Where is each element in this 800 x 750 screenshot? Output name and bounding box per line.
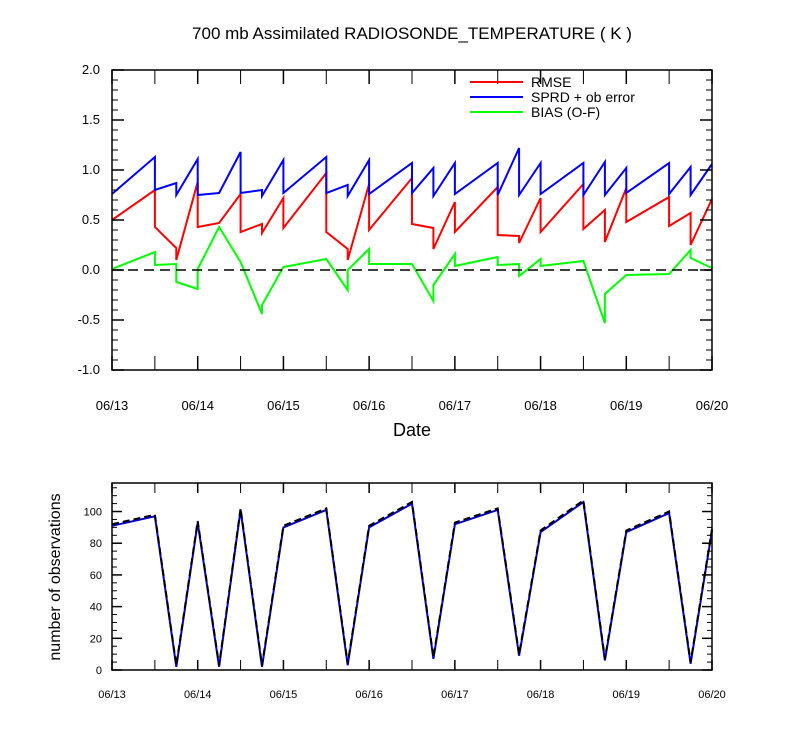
y-tick-label: 1.5 xyxy=(82,112,100,127)
series-line-bias-o-f xyxy=(111,224,713,324)
y-tick-label: 20 xyxy=(90,633,102,645)
x-tick-label: 06/19 xyxy=(613,689,641,701)
x-tick-label: 06/20 xyxy=(696,398,729,413)
x-tick-label: 06/14 xyxy=(184,689,212,701)
bottom-plot-frame xyxy=(111,482,713,671)
x-tick-label: 06/18 xyxy=(524,398,557,413)
x-tick-label: 06/17 xyxy=(441,689,469,701)
y-tick-label: 80 xyxy=(90,538,102,550)
y-tick-label: 40 xyxy=(90,602,102,614)
y-tick-label: -1.0 xyxy=(78,362,100,377)
y-tick-label: 0.0 xyxy=(82,262,100,277)
y-tick-label: 0.5 xyxy=(82,212,100,227)
x-tick-label: 06/15 xyxy=(267,398,300,413)
series-line-number-of-observations-blue xyxy=(111,500,713,667)
x-tick-label: 06/13 xyxy=(98,689,126,701)
top-plot-frame xyxy=(111,69,713,371)
x-tick-label: 06/13 xyxy=(96,398,129,413)
x-tick-label: 06/16 xyxy=(355,689,383,701)
top-chart: 06/13 06/14 06/15 06/16 06/17 06/18 06/19 06/20… xyxy=(78,62,729,413)
x-tick-label: 06/17 xyxy=(439,398,472,413)
series-line-number-of-observations-black-dashed xyxy=(111,498,713,666)
y-tick-label: -0.5 xyxy=(78,312,100,327)
y-tick-label: 0 xyxy=(96,665,102,677)
top-series-group xyxy=(111,147,713,324)
bottom-y-axis-label: number of observations xyxy=(47,493,64,660)
x-tick-label: 06/20 xyxy=(698,689,726,701)
series-line-rmse xyxy=(111,170,713,261)
legend-label: BIAS (O-F) xyxy=(531,104,600,120)
y-tick-label: 2.0 xyxy=(82,62,100,77)
x-tick-label: 06/15 xyxy=(270,689,298,701)
top-x-axis-label: Date xyxy=(393,420,431,440)
x-tick-label: 06/18 xyxy=(527,689,555,701)
chart-title: 700 mb Assimilated RADIOSONDE_TEMPERATUR… xyxy=(192,24,632,43)
bottom-chart: 06/13 06/14 06/15 06/16 06/17 06/18 06/19 06/20… xyxy=(84,482,726,701)
y-tick-label: 60 xyxy=(90,570,102,582)
x-tick-label: 06/19 xyxy=(610,398,643,413)
x-tick-label: 06/14 xyxy=(181,398,214,413)
top-axis-ticks: 06/13 06/14 06/15 06/16 06/17 06/18 06/19 06/20… xyxy=(78,62,729,413)
series-line-sprd-ob-error xyxy=(111,147,713,200)
legend-label: RMSE xyxy=(531,74,571,90)
bottom-series-group xyxy=(111,498,713,667)
y-tick-label: 1.0 xyxy=(82,162,100,177)
legend-label: SPRD + ob error xyxy=(531,89,635,105)
x-tick-label: 06/16 xyxy=(353,398,386,413)
bottom-axis-ticks: 06/13 06/14 06/15 06/16 06/17 06/18 06/19 06/20… xyxy=(84,483,726,701)
y-tick-label: 100 xyxy=(84,507,102,519)
